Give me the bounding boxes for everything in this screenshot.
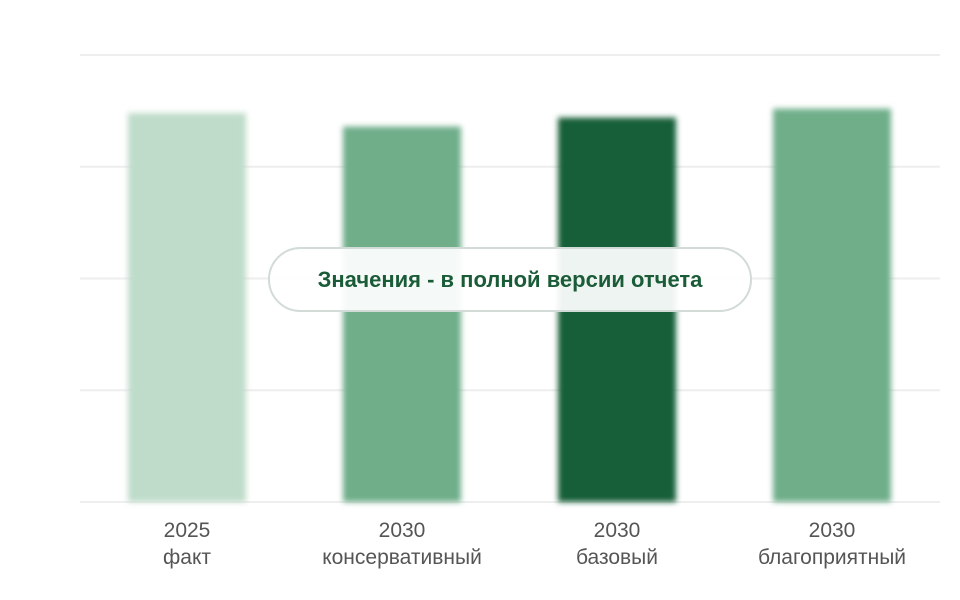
bar-1 xyxy=(343,126,461,503)
x-tick-scenario-2: базовый xyxy=(576,546,658,569)
x-tick-scenario-3: благоприятный xyxy=(758,546,906,569)
bar-3 xyxy=(773,108,891,502)
bar-0 xyxy=(128,113,246,503)
x-tick-labels: 2025 факт 2030 консервативный 2030 базовый 203… xyxy=(163,519,906,569)
x-tick-scenario-1: консервативный xyxy=(322,546,482,569)
x-tick-year-0: 2025 xyxy=(164,519,211,542)
x-tick-year-1: 2030 xyxy=(379,519,426,542)
x-tick-scenario-0: факт xyxy=(163,546,211,569)
full-report-banner: Значения - в полной версии отчета xyxy=(268,247,752,312)
x-tick-year-3: 2030 xyxy=(809,519,856,542)
x-tick-year-2: 2030 xyxy=(594,519,641,542)
